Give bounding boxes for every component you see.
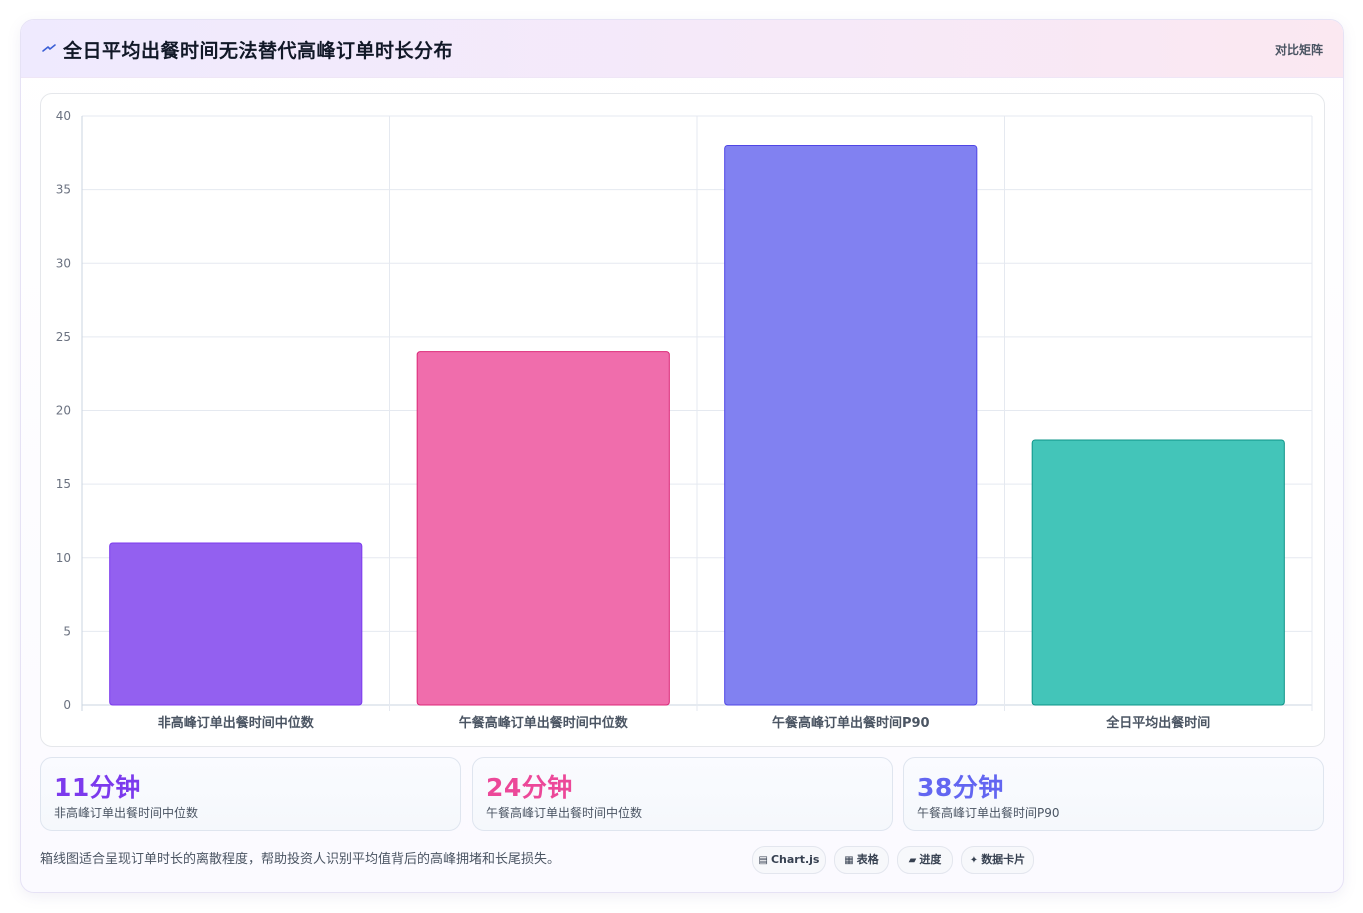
kpi-value: 38分钟: [917, 773, 1004, 802]
card-header: 全日平均出餐时间无法替代高峰订单时长分布 对比矩阵: [21, 20, 1343, 78]
chip-label: 数据卡片: [981, 853, 1026, 866]
y-tick-label: 15: [56, 477, 71, 491]
x-tick-label: 全日平均出餐时间: [1105, 715, 1210, 731]
page-title: 全日平均出餐时间无法替代高峰订单时长分布: [63, 40, 454, 62]
bar-chart: 0 5 10 15 20 25 30 35 40 非高峰订单出餐时间中位数 午餐高峰订单出餐时间中位…: [40, 93, 1325, 747]
chart-icon: ▤: [758, 855, 768, 866]
y-tick-label: 35: [56, 183, 71, 197]
y-tick-label: 5: [63, 624, 71, 638]
chip-progress[interactable]: ▰ 进度: [897, 846, 953, 874]
kpi-value: 11分钟: [54, 773, 141, 802]
x-tick-label: 午餐高峰订单出餐时间P90: [772, 715, 930, 731]
kpi-card-lunch-median: 24分钟 午餐高峰订单出餐时间中位数: [472, 757, 893, 831]
kpi-label: 午餐高峰订单出餐时间P90: [917, 806, 1060, 820]
bar: [724, 144, 978, 706]
chip-chartjs[interactable]: ▤ Chart.js: [752, 846, 826, 874]
chip-data-card[interactable]: ✦ 数据卡片: [961, 846, 1034, 874]
kpi-card-offpeak: 11分钟 非高峰订单出餐时间中位数: [40, 757, 461, 831]
y-tick-label: 0: [63, 698, 71, 712]
table-icon: ▦: [844, 855, 854, 866]
progress-icon: ▰: [908, 855, 917, 866]
trend-icon: [41, 40, 57, 56]
chip-label: Chart.js: [770, 853, 820, 866]
y-tick-label: 25: [56, 330, 71, 344]
kpi-label: 非高峰订单出餐时间中位数: [54, 806, 199, 820]
kpi-label: 午餐高峰订单出餐时间中位数: [486, 806, 643, 820]
chip-table[interactable]: ▦ 表格: [834, 846, 889, 874]
y-tick-label: 30: [56, 256, 71, 270]
x-tick-label: 午餐高峰订单出餐时间中位数: [459, 715, 629, 731]
bar: [1031, 439, 1285, 706]
kpi-value: 24分钟: [486, 773, 573, 802]
y-tick-label: 40: [56, 109, 71, 123]
y-tick-label: 10: [56, 551, 71, 565]
kpi-card-lunch-p90: 38分钟 午餐高峰订单出餐时间P90: [903, 757, 1324, 831]
bar: [109, 542, 363, 706]
chip-label: 进度: [919, 853, 942, 866]
sparkle-icon: ✦: [969, 855, 979, 866]
bar: [416, 351, 670, 706]
bar-chart-svg: 0 5 10 15 20 25 30 35 40 非高峰订单出餐时间中位数 午餐高峰订单出餐时间中位…: [56, 109, 1313, 731]
chart-card: 全日平均出餐时间无法替代高峰订单时长分布 对比矩阵 0 5 10 15 20 25 30 35…: [20, 19, 1344, 893]
y-tick-label: 20: [56, 404, 71, 418]
footnote: 箱线图适合呈现订单时长的离散程度，帮助投资人识别平均值背后的高峰拥堵和长尾损失。: [40, 852, 561, 867]
x-tick-label: 非高峰订单出餐时间中位数: [158, 715, 315, 731]
header-tag: 对比矩阵: [1274, 43, 1323, 57]
chip-label: 表格: [856, 853, 879, 866]
